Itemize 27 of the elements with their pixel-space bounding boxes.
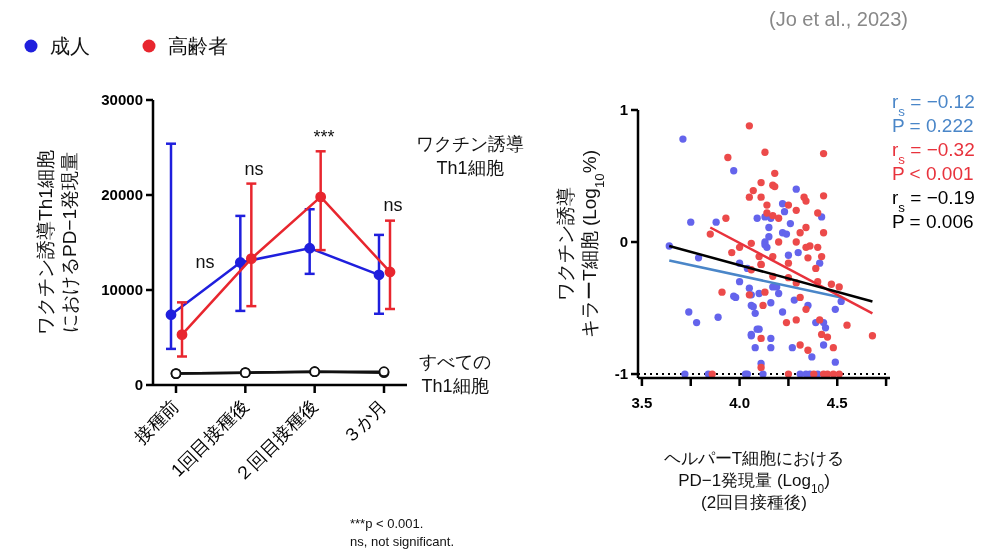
y-axis-title: ワクチン誘導Th1細胞におけるPD−1発現量 (35, 150, 80, 335)
text: (Jo et al., 2023) (769, 8, 908, 30)
y-tick-label: 0 (619, 233, 628, 251)
x-axis-title: ヘルパーT細胞における PD−1発現量 (Log$_{10}$) (2回目接種後) (663, 449, 845, 512)
text: ワクチン誘導 Th1細胞 (416, 134, 524, 179)
y-tick-label: 0 (134, 376, 143, 393)
annotation: ns (383, 195, 403, 215)
legend-label: 成人 (50, 35, 90, 57)
y-tick-label: 30000 (101, 91, 143, 108)
annotation: ns (244, 159, 264, 179)
text: r$_{s}$ = −0.19 P = 0.006 (892, 187, 975, 232)
text: すべての Th1細胞 (419, 352, 491, 397)
text: r$_{s}$ = −0.12 P = 0.222 (892, 91, 975, 136)
annotation: ns (195, 252, 215, 272)
y-tick-label: 1 (619, 101, 628, 118)
x-tick-label: 3.5 (631, 394, 653, 411)
x-tick-label: 4.5 (826, 394, 848, 411)
text: ***p < 0.001. ns, not significant. (350, 516, 455, 549)
y-tick-label: -1 (614, 365, 628, 383)
x-tick-label: ３か月 (338, 395, 391, 449)
y-tick-label: 10000 (101, 281, 143, 298)
x-tick-label: 4.0 (729, 394, 751, 411)
x-tick-label: 接種前 (130, 395, 183, 449)
legend-label: 高齢者 (168, 35, 228, 57)
y-tick-label: 20000 (101, 186, 143, 203)
text: r$_{s}$ = −0.32 P < 0.001 (892, 139, 975, 184)
annotation: *** (313, 127, 335, 147)
